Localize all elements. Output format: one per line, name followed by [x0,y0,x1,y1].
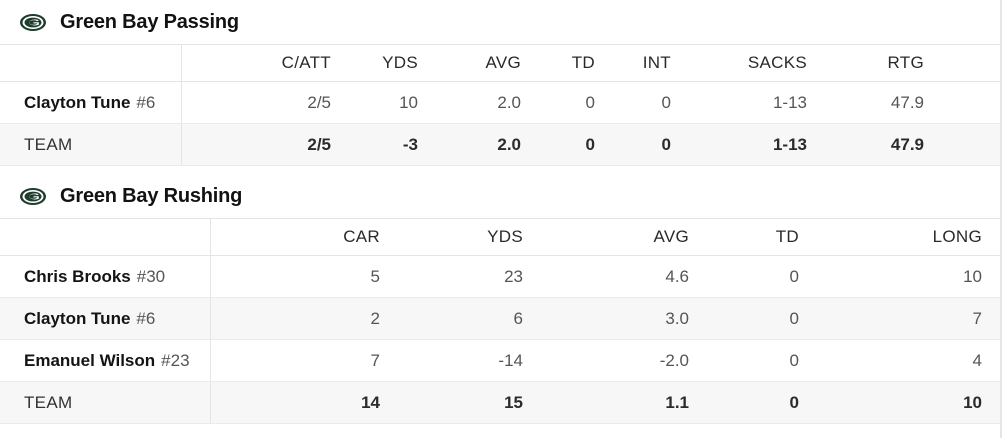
table-row: Chris Brooks #30 5 23 4.6 0 10 [0,255,1000,298]
stat-yds: -14 [380,339,523,382]
stat-yds: 6 [380,297,523,340]
team-stat-int: 0 [595,123,671,166]
player-number: #23 [161,350,190,370]
team-stat-spacer [924,123,1000,166]
team-total-row: TEAM 14 15 1.1 0 10 [0,381,1000,424]
stat-td: 0 [689,297,799,340]
rushing-stats-table: CAR YDS AVG TD LONG Chris Brooks #30 5 23… [0,218,1000,424]
stat-car: 5 [210,255,380,298]
passing-col-int[interactable]: INT [595,44,671,82]
stat-long: 7 [799,297,982,340]
stat-rtg: 47.9 [807,81,924,124]
rushing-col-car[interactable]: CAR [210,218,380,256]
passing-section-title: Green Bay Passing [60,10,239,33]
rushing-section-header: Green Bay Rushing [20,184,242,208]
passing-col-sacks[interactable]: SACKS [671,44,807,82]
passing-header-row: C/ATT YDS AVG TD INT SACKS RTG [0,44,1000,82]
right-border [1000,0,1002,438]
rushing-header-row: CAR YDS AVG TD LONG [0,218,1000,256]
team-stat-avg: 2.0 [418,123,521,166]
player-number: #6 [136,92,156,112]
table-row: Emanuel Wilson #23 7 -14 -2.0 0 4 [0,339,1000,382]
player-name-link[interactable]: Emanuel Wilson [24,350,156,370]
passing-header-player [0,44,182,82]
passing-col-spacer [924,44,1000,82]
passing-col-catt[interactable]: C/ATT [181,44,331,82]
passing-section-header: Green Bay Passing [20,10,239,34]
rushing-col-long[interactable]: LONG [799,218,982,256]
team-stat-car: 14 [210,381,380,424]
player-name-link[interactable]: Clayton Tune [24,308,131,328]
stat-spacer [982,297,1000,340]
team-stat-long: 10 [799,381,982,424]
team-stat-yds: -3 [331,123,418,166]
stat-catt: 2/5 [181,81,331,124]
stat-td: 0 [689,255,799,298]
player-number: #6 [136,308,156,328]
passing-stats-table: C/ATT YDS AVG TD INT SACKS RTG Clayton T… [0,44,1000,166]
rushing-col-yds[interactable]: YDS [380,218,523,256]
stat-spacer [924,81,1000,124]
packers-logo-icon [20,13,46,31]
packers-logo-icon [20,187,46,205]
stat-avg: 3.0 [523,297,689,340]
table-row: Clayton Tune #6 2/5 10 2.0 0 0 1-13 47.9 [0,81,1000,124]
table-row: Clayton Tune #6 2 6 3.0 0 7 [0,297,1000,340]
stat-car: 2 [210,297,380,340]
team-stat-td: 0 [689,381,799,424]
team-stat-avg: 1.1 [523,381,689,424]
stat-spacer [982,255,1000,298]
player-name-link[interactable]: Chris Brooks [24,266,131,286]
team-stat-catt: 2/5 [181,123,331,166]
player-cell: Clayton Tune #6 [0,297,211,340]
rushing-section-title: Green Bay Rushing [60,184,243,207]
rushing-col-avg[interactable]: AVG [523,218,689,256]
stat-int: 0 [595,81,671,124]
stat-yds: 10 [331,81,418,124]
stat-td: 0 [689,339,799,382]
player-cell: Chris Brooks #30 [0,255,211,298]
player-name-link[interactable]: Clayton Tune [24,92,131,112]
rushing-col-td[interactable]: TD [689,218,799,256]
team-stat-td: 0 [521,123,595,166]
team-stat-sacks: 1-13 [671,123,807,166]
passing-col-avg[interactable]: AVG [418,44,521,82]
rushing-header-player [0,218,211,256]
stat-long: 10 [799,255,982,298]
stat-spacer [982,339,1000,382]
team-total-row: TEAM 2/5 -3 2.0 0 0 1-13 47.9 [0,123,1000,166]
stat-sacks: 1-13 [671,81,807,124]
passing-col-rtg[interactable]: RTG [807,44,924,82]
stat-long: 4 [799,339,982,382]
stat-avg: 2.0 [418,81,521,124]
passing-col-yds[interactable]: YDS [331,44,418,82]
stat-avg: -2.0 [523,339,689,382]
stat-yds: 23 [380,255,523,298]
player-number: #30 [136,266,166,286]
stat-avg: 4.6 [523,255,689,298]
team-stat-spacer [982,381,1000,424]
stat-car: 7 [210,339,380,382]
team-label: TEAM [0,123,182,166]
player-cell: Emanuel Wilson #23 [0,339,211,382]
player-cell: Clayton Tune #6 [0,81,182,124]
rushing-col-spacer [982,218,1000,256]
team-stat-rtg: 47.9 [807,123,924,166]
team-label: TEAM [0,381,211,424]
stat-td: 0 [521,81,595,124]
team-stat-yds: 15 [380,381,523,424]
passing-col-td[interactable]: TD [521,44,595,82]
